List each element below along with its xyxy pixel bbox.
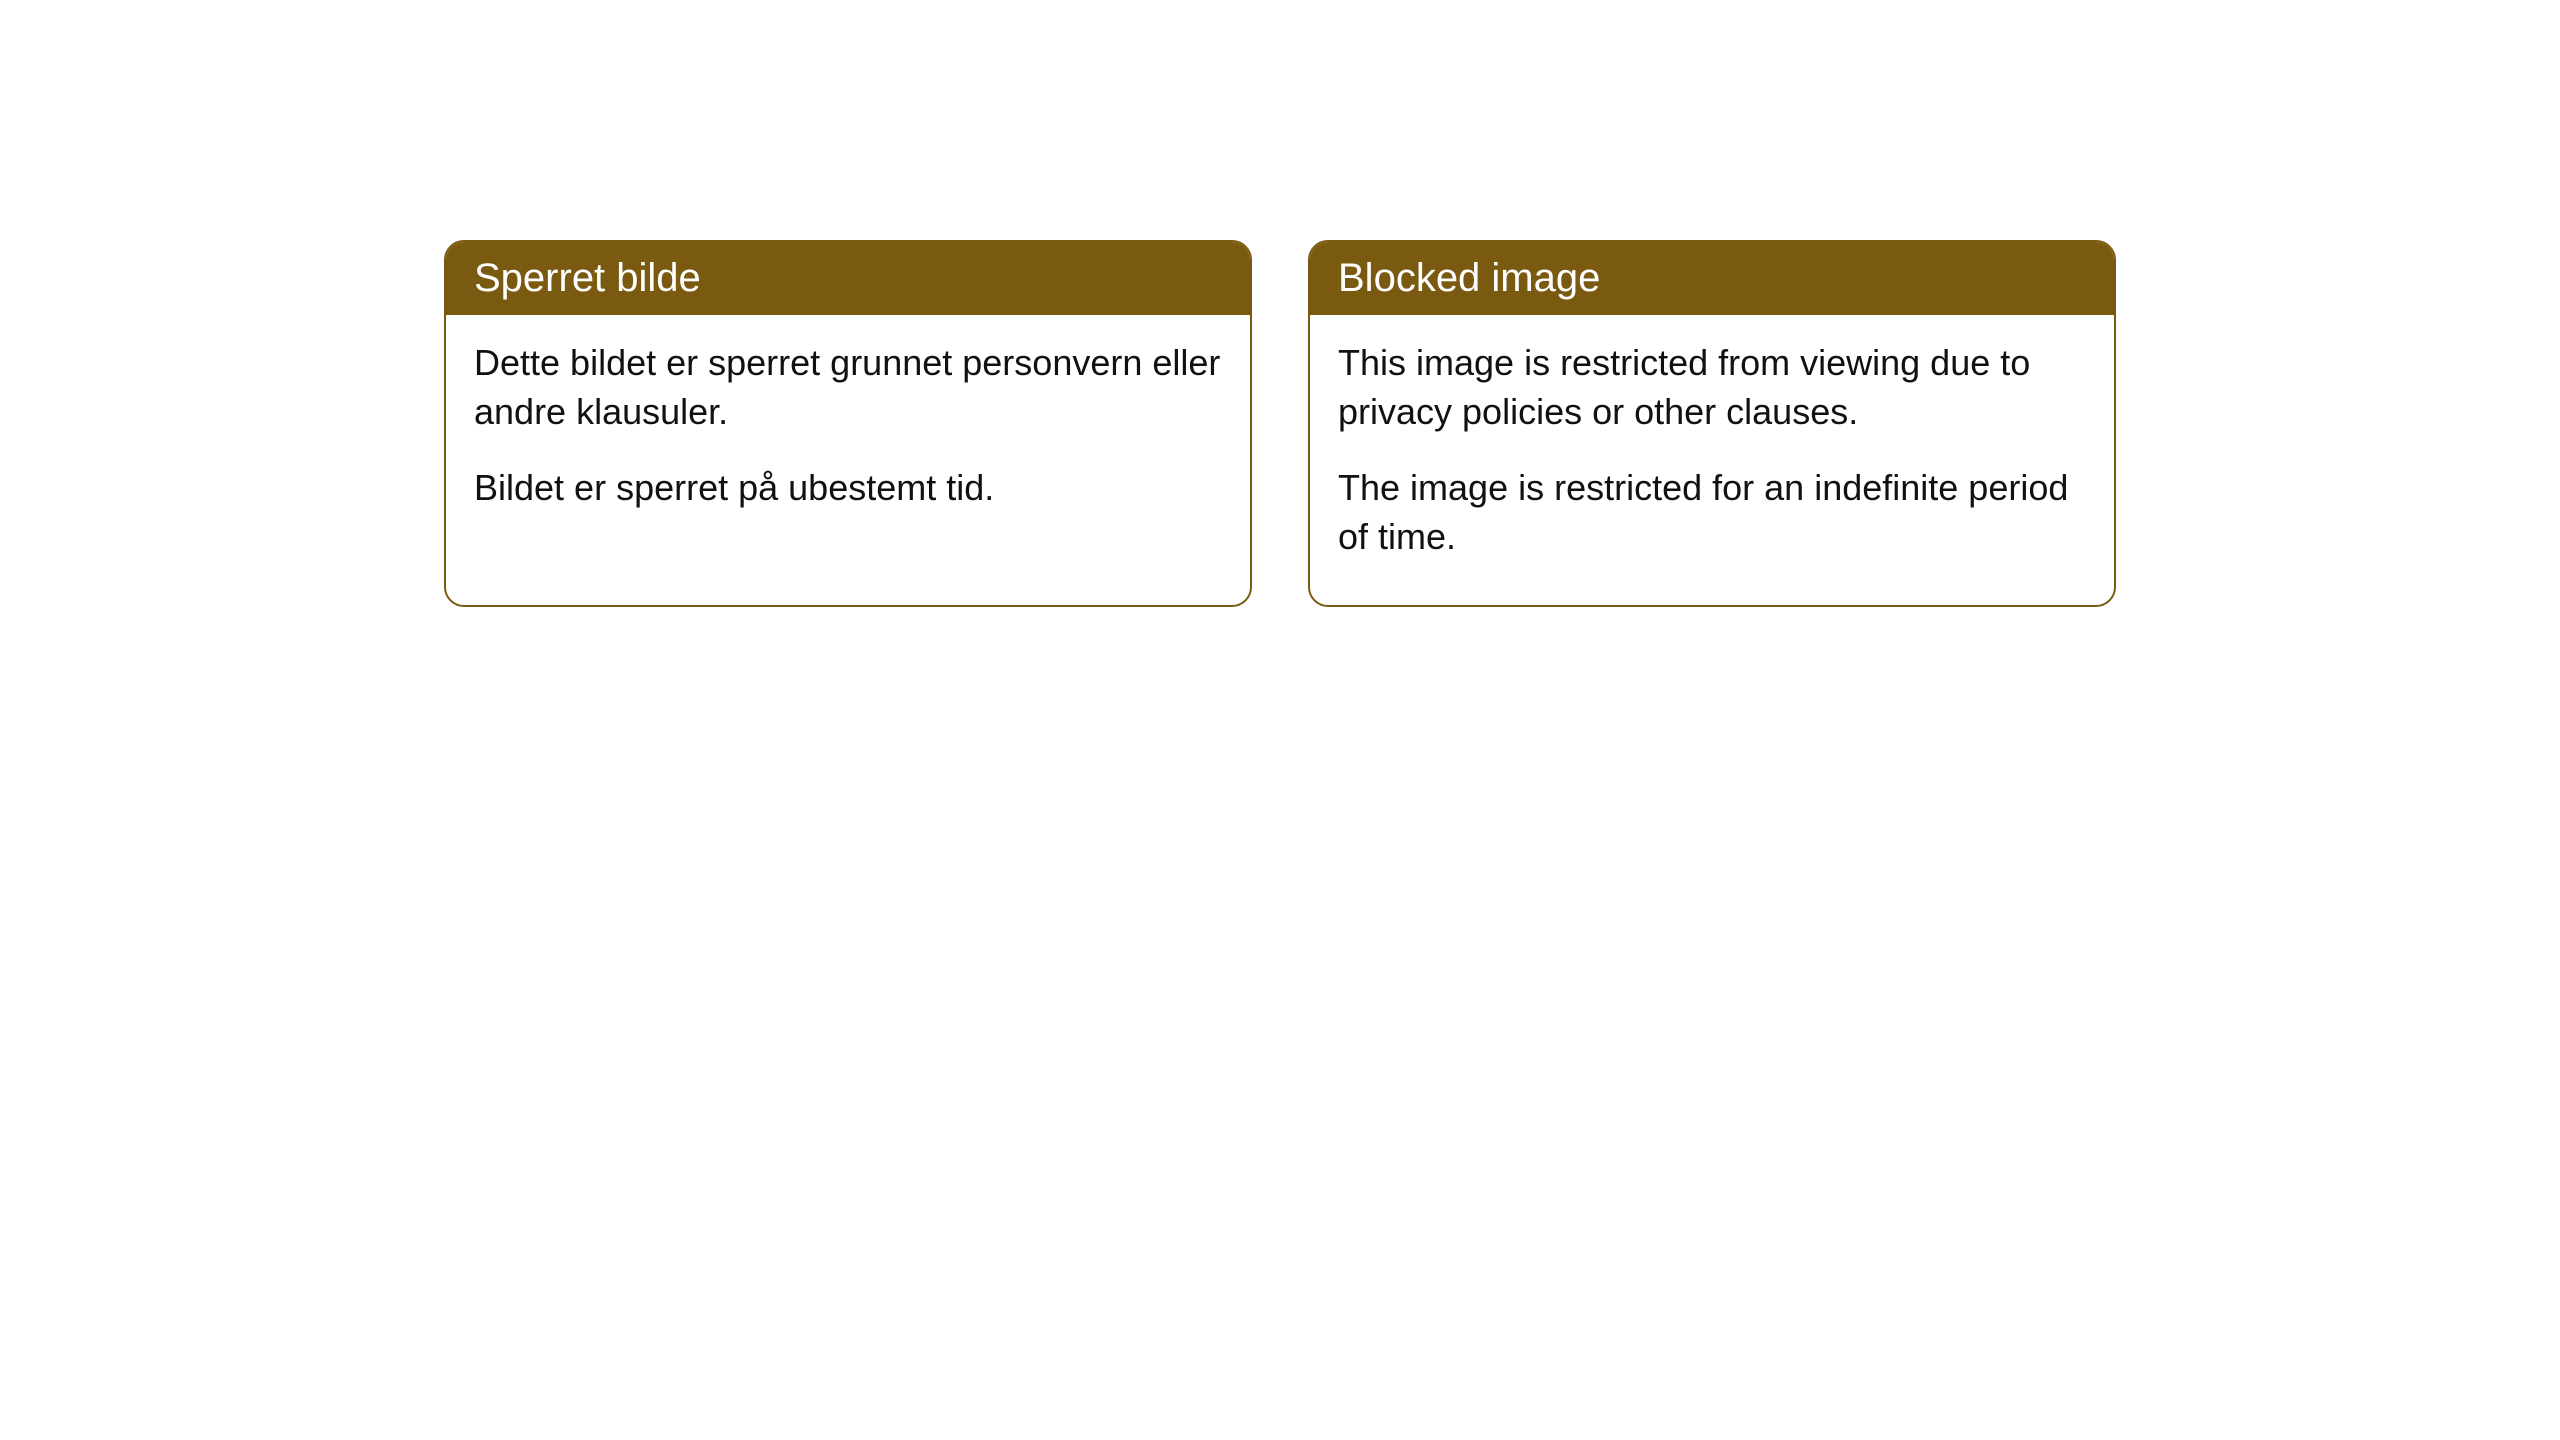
card-body-paragraph: This image is restricted from viewing du… xyxy=(1338,339,2086,436)
card-body: Dette bildet er sperret grunnet personve… xyxy=(446,315,1250,557)
card-body-paragraph: The image is restricted for an indefinit… xyxy=(1338,464,2086,561)
card-header-title: Sperret bilde xyxy=(446,242,1250,315)
card-body-paragraph: Dette bildet er sperret grunnet personve… xyxy=(474,339,1222,436)
card-body-paragraph: Bildet er sperret på ubestemt tid. xyxy=(474,464,1222,513)
notice-card-norwegian: Sperret bilde Dette bildet er sperret gr… xyxy=(444,240,1252,607)
card-body: This image is restricted from viewing du… xyxy=(1310,315,2114,605)
notice-card-container: Sperret bilde Dette bildet er sperret gr… xyxy=(444,240,2116,607)
notice-card-english: Blocked image This image is restricted f… xyxy=(1308,240,2116,607)
card-header-title: Blocked image xyxy=(1310,242,2114,315)
